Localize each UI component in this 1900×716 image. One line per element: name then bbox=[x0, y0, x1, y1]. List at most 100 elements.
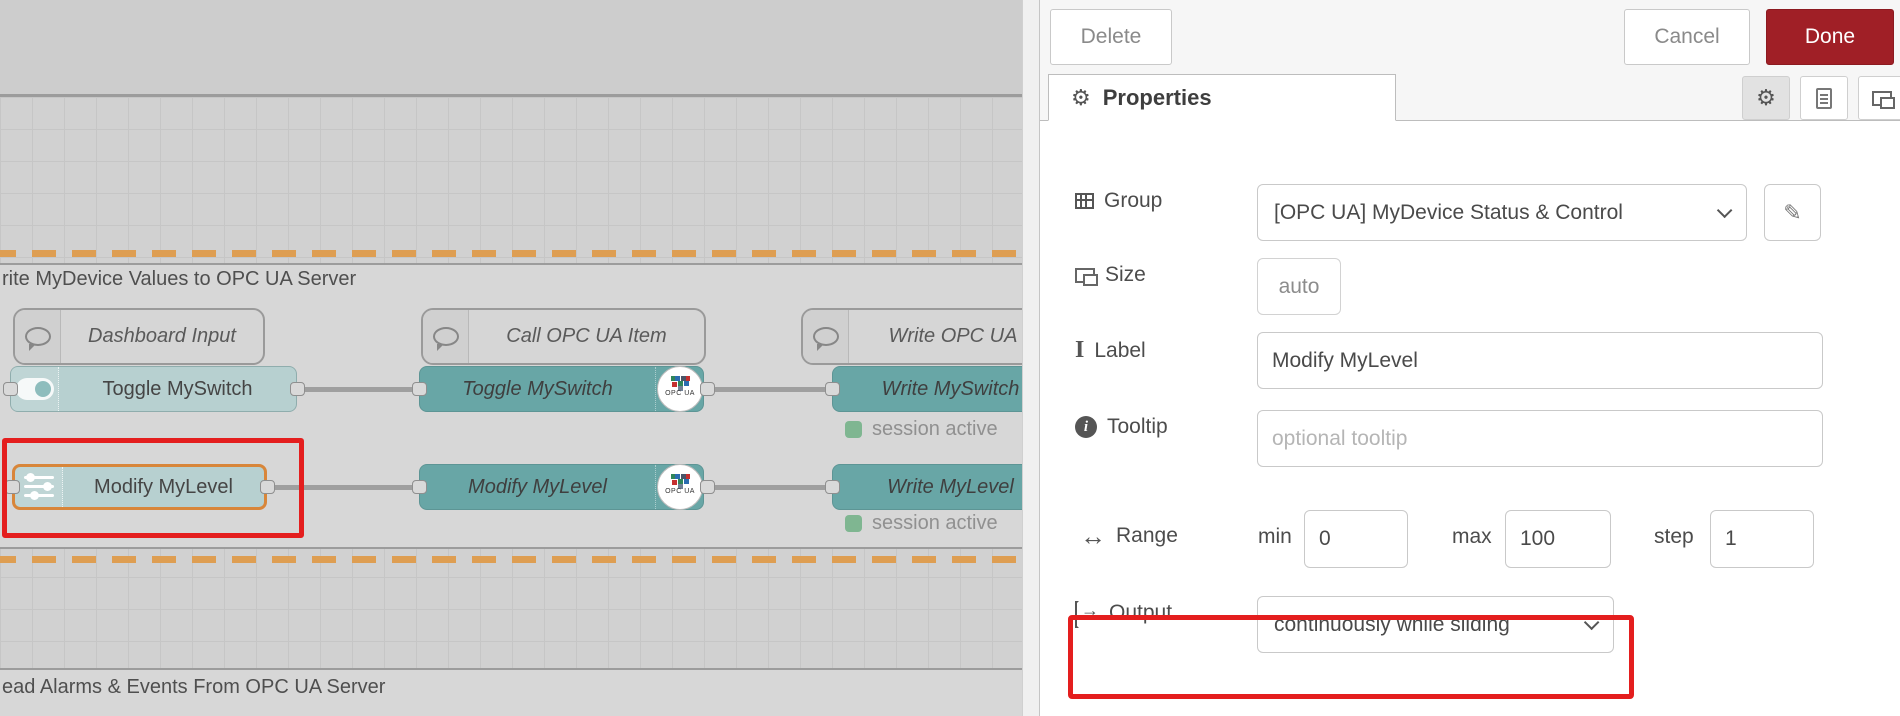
range-step-label: step bbox=[1654, 525, 1694, 548]
output-port[interactable] bbox=[700, 382, 715, 396]
object-group-icon bbox=[1872, 90, 1895, 109]
comment-iconbox bbox=[423, 310, 469, 363]
wire[interactable] bbox=[712, 485, 828, 490]
opcua-badge: OPC UA bbox=[657, 464, 703, 510]
label-input[interactable] bbox=[1257, 332, 1823, 389]
node-description-toolbutton[interactable] bbox=[1800, 76, 1848, 120]
node-label: Write MySwitch bbox=[881, 377, 1020, 400]
range-step-input[interactable] bbox=[1710, 510, 1814, 568]
input-port[interactable] bbox=[412, 480, 427, 494]
canvas-top-margin bbox=[0, 0, 1022, 94]
edit-tray: Delete Cancel Done ⚙ Properties ⚙ G bbox=[1040, 0, 1900, 716]
ibeam-cursor-icon: I bbox=[1075, 337, 1085, 363]
opcua-badge: OPC UA bbox=[657, 366, 703, 412]
output-select[interactable]: continuously while sliding bbox=[1257, 596, 1614, 653]
group-select-value: [OPC UA] MyDevice Status & Control bbox=[1274, 200, 1623, 224]
node-label: Modify MyLevel bbox=[468, 475, 607, 498]
range-max-input[interactable] bbox=[1505, 510, 1611, 568]
table-grid-icon bbox=[1075, 193, 1094, 209]
gear-icon: ⚙ bbox=[1071, 84, 1091, 110]
range-max-label: max bbox=[1452, 525, 1492, 548]
tooltip-input[interactable] bbox=[1257, 410, 1823, 467]
node-write-myswitch[interactable]: Write MySwitch bbox=[832, 366, 1022, 412]
group-highlight-top bbox=[0, 250, 1022, 257]
comment-label: Dashboard Input bbox=[88, 325, 236, 347]
horizontal-arrows-icon: ↔ bbox=[1080, 521, 1106, 551]
node-toggle-myswitch-ui[interactable]: Toggle MySwitch bbox=[10, 366, 297, 412]
comment-bubble-icon bbox=[812, 327, 839, 351]
canvas-edge-line bbox=[0, 94, 1022, 97]
group-read-alarms[interactable] bbox=[0, 668, 1022, 716]
comment-node-write-opcua[interactable]: Write OPC UA Ite bbox=[801, 308, 1022, 365]
node-label: Modify MyLevel bbox=[94, 475, 233, 498]
label-field-label: I Label bbox=[1075, 337, 1146, 363]
wire[interactable] bbox=[272, 485, 422, 490]
properties-form: Group [OPC UA] MyDevice Status & Control… bbox=[1040, 121, 1900, 716]
group-select[interactable]: [OPC UA] MyDevice Status & Control bbox=[1257, 184, 1747, 241]
size-auto-button[interactable]: auto bbox=[1257, 258, 1341, 315]
tray-tabbar: ⚙ Properties ⚙ bbox=[1040, 74, 1900, 121]
comment-node-dashboard-input[interactable]: Dashboard Input bbox=[13, 308, 265, 365]
status-dot-icon bbox=[845, 421, 862, 438]
flow-canvas[interactable]: rite MyDevice Values to OPC UA Server ea… bbox=[0, 0, 1022, 716]
size-icon bbox=[1075, 267, 1098, 286]
comment-iconbox bbox=[15, 310, 61, 363]
opcua-iconbox bbox=[655, 465, 703, 509]
status-dot-icon bbox=[845, 515, 862, 532]
edit-group-button[interactable]: ✎ bbox=[1764, 184, 1821, 241]
edit-properties-toolbutton[interactable]: ⚙ bbox=[1742, 76, 1790, 120]
output-port[interactable] bbox=[290, 382, 305, 396]
opcua-logo-icon bbox=[677, 479, 683, 484]
group-read-alarms-label: ead Alarms & Events From OPC UA Server bbox=[2, 676, 386, 698]
annotation-box-modify-mylevel bbox=[2, 438, 304, 538]
tab-properties-label: Properties bbox=[1102, 84, 1212, 110]
delete-button[interactable]: Delete bbox=[1050, 9, 1172, 65]
output-port[interactable] bbox=[260, 480, 275, 494]
canvas-grid[interactable] bbox=[0, 97, 1022, 716]
opcua-logo-icon bbox=[677, 381, 683, 386]
input-port[interactable] bbox=[3, 382, 18, 396]
node-toggle-myswitch-opcua[interactable]: Toggle MySwitch OPC UA bbox=[419, 366, 704, 412]
comment-node-call-opcua[interactable]: Call OPC UA Item bbox=[421, 308, 706, 365]
node-label: Toggle MySwitch bbox=[462, 377, 613, 400]
input-port[interactable] bbox=[825, 382, 840, 396]
node-label: Write MyLevel bbox=[887, 475, 1014, 498]
wire[interactable] bbox=[300, 387, 422, 392]
input-port[interactable] bbox=[412, 382, 427, 396]
pencil-icon: ✎ bbox=[1783, 199, 1802, 225]
toggle-switch-icon bbox=[11, 367, 59, 411]
wire[interactable] bbox=[712, 387, 828, 392]
node-write-mylevel[interactable]: Write MyLevel bbox=[832, 464, 1022, 510]
range-min-label: min bbox=[1258, 525, 1292, 548]
tab-properties[interactable]: ⚙ Properties bbox=[1048, 74, 1396, 121]
output-port[interactable] bbox=[700, 480, 715, 494]
node-modify-mylevel-ui[interactable]: Modify MyLevel bbox=[12, 464, 267, 510]
sign-out-icon bbox=[1075, 601, 1079, 628]
output-field-label: → Output bbox=[1075, 600, 1172, 628]
comment-label: Call OPC UA Item bbox=[506, 325, 667, 347]
size-field-label: Size bbox=[1075, 263, 1146, 287]
gear-icon: ⚙ bbox=[1756, 85, 1776, 110]
comment-bubble-icon bbox=[24, 327, 51, 351]
comment-label: Write OPC UA Ite bbox=[888, 325, 1022, 347]
appearance-toolbutton[interactable] bbox=[1858, 76, 1900, 120]
node-label: Toggle MySwitch bbox=[102, 377, 253, 400]
comment-iconbox bbox=[803, 310, 849, 363]
chevron-down-icon bbox=[1583, 614, 1600, 631]
input-port[interactable] bbox=[825, 480, 840, 494]
comment-bubble-icon bbox=[432, 327, 459, 351]
range-field-label: ↔ Range bbox=[1080, 521, 1178, 551]
sliders-icon bbox=[15, 467, 63, 507]
canvas-tray-divider[interactable] bbox=[1022, 0, 1040, 716]
info-icon: i bbox=[1075, 416, 1097, 438]
chevron-down-icon bbox=[1716, 202, 1733, 219]
group-field-label: Group bbox=[1075, 189, 1162, 213]
opcua-iconbox bbox=[655, 367, 703, 411]
node-status: session active bbox=[845, 512, 998, 535]
cancel-button[interactable]: Cancel bbox=[1624, 9, 1750, 65]
range-min-input[interactable] bbox=[1304, 510, 1408, 568]
tooltip-field-label: i Tooltip bbox=[1075, 415, 1168, 439]
done-button[interactable]: Done bbox=[1766, 9, 1894, 65]
node-modify-mylevel-opcua[interactable]: Modify MyLevel OPC UA bbox=[419, 464, 704, 510]
